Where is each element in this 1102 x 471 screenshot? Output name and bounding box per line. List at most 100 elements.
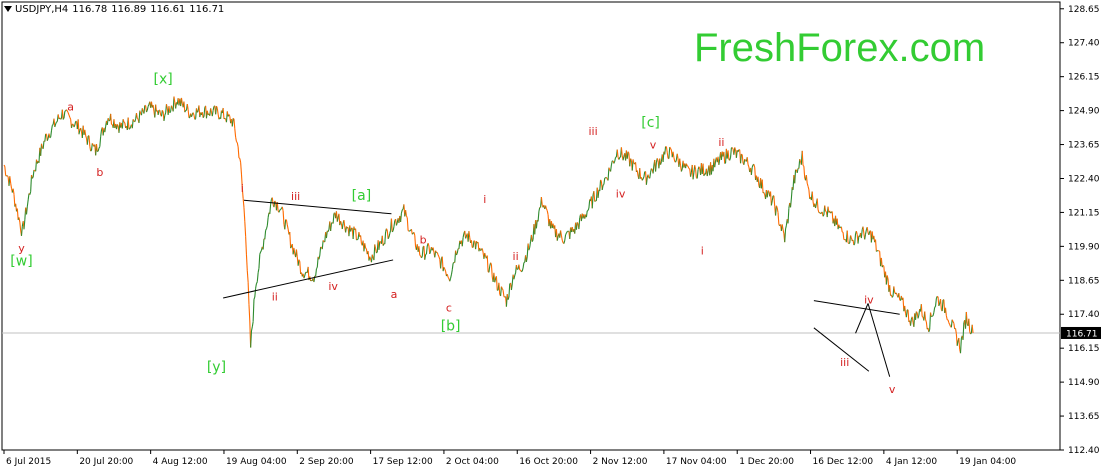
x-tick-label: 1 Dec 20:00 <box>739 457 794 467</box>
price-segment <box>521 270 523 273</box>
price-segment <box>274 200 277 203</box>
price-segment <box>876 250 878 252</box>
price-segment <box>69 117 72 120</box>
price-segment <box>266 217 269 226</box>
x-tick-label: 2 Sep 20:00 <box>299 457 354 467</box>
price-segment <box>610 160 613 166</box>
price-segment <box>364 243 367 249</box>
price-segment <box>90 143 93 151</box>
price-segment <box>4 166 7 176</box>
price-segment <box>369 256 372 260</box>
price-segment <box>187 109 190 118</box>
price-segment <box>799 158 802 162</box>
price-segment <box>352 226 355 240</box>
price-segment <box>846 230 849 243</box>
price-segment <box>202 116 205 119</box>
price-segment <box>13 194 16 207</box>
price-segment <box>190 114 193 118</box>
price-segment <box>180 97 183 104</box>
price-segment <box>264 230 267 240</box>
price-segment <box>805 175 808 184</box>
price-segment <box>390 218 393 232</box>
price-segment <box>127 117 130 130</box>
price-segment <box>531 239 534 242</box>
price-segment <box>530 234 533 242</box>
price-segment <box>806 183 809 187</box>
price-segment <box>935 296 938 299</box>
price-segment <box>161 110 164 113</box>
y-tick-label: 127.40 <box>1068 39 1100 49</box>
price-segment <box>500 286 503 289</box>
price-segment <box>446 274 449 278</box>
price-segment <box>782 229 785 234</box>
price-segment <box>822 214 825 217</box>
price-segment <box>652 165 655 174</box>
price-segment <box>122 119 125 123</box>
price-segment <box>731 147 734 150</box>
price-segment <box>880 257 883 268</box>
price-segment <box>243 207 246 222</box>
price-segment <box>173 96 176 103</box>
price-segment <box>271 197 274 205</box>
price-segment <box>307 266 310 281</box>
price-segment <box>925 319 927 323</box>
price-segment <box>55 121 58 125</box>
price-segment <box>20 226 23 236</box>
price-segment <box>247 282 250 305</box>
price-segment <box>206 110 209 115</box>
price-segment <box>669 146 672 149</box>
price-segment <box>744 158 747 161</box>
price-segment <box>675 159 677 163</box>
price-segment <box>500 286 502 297</box>
price-segment <box>9 176 12 184</box>
price-segment <box>578 217 581 230</box>
price-segment <box>564 234 567 241</box>
price-segment <box>25 206 28 215</box>
price-segment <box>776 207 779 213</box>
price-segment <box>618 157 621 160</box>
price-segment <box>510 283 513 291</box>
price-segment <box>664 146 667 155</box>
price-segment <box>407 230 410 232</box>
price-segment <box>839 226 841 229</box>
price-segment <box>240 162 243 175</box>
price-segment <box>405 215 408 219</box>
price-segment <box>920 304 923 317</box>
price-segment <box>825 210 827 213</box>
price-segment <box>635 162 637 172</box>
price-segment <box>898 293 901 300</box>
price-segment <box>255 281 258 284</box>
price-segment <box>862 226 865 234</box>
price-segment <box>484 252 487 257</box>
price-segment <box>724 162 726 165</box>
price-segment <box>330 223 332 231</box>
y-tick-label: 124.90 <box>1068 107 1100 117</box>
price-segment <box>42 140 45 149</box>
price-segment <box>64 110 67 112</box>
price-segment <box>853 243 856 246</box>
price-segment <box>647 174 650 179</box>
price-segment <box>750 167 753 175</box>
price-segment <box>727 150 730 160</box>
x-tick-label: 19 Aug 04:00 <box>226 457 287 467</box>
price-segment <box>911 316 914 323</box>
price-segment <box>343 220 346 228</box>
price-segment <box>50 130 53 138</box>
price-segment <box>600 179 602 182</box>
price-segment <box>666 152 669 159</box>
price-segment <box>242 198 245 208</box>
price-segment <box>413 232 416 236</box>
price-segment <box>384 231 387 245</box>
wave-label-major: [a] <box>352 188 372 204</box>
price-segment <box>685 163 688 167</box>
price-segment <box>449 278 452 282</box>
price-segment <box>670 148 672 151</box>
price-segment <box>803 166 806 179</box>
price-segment <box>767 190 770 192</box>
price-segment <box>464 230 467 239</box>
price-segment <box>672 151 675 158</box>
price-segment <box>201 112 204 118</box>
price-segment <box>155 104 158 112</box>
dropdown-triangle-icon[interactable] <box>4 6 12 12</box>
price-segment <box>808 189 811 199</box>
